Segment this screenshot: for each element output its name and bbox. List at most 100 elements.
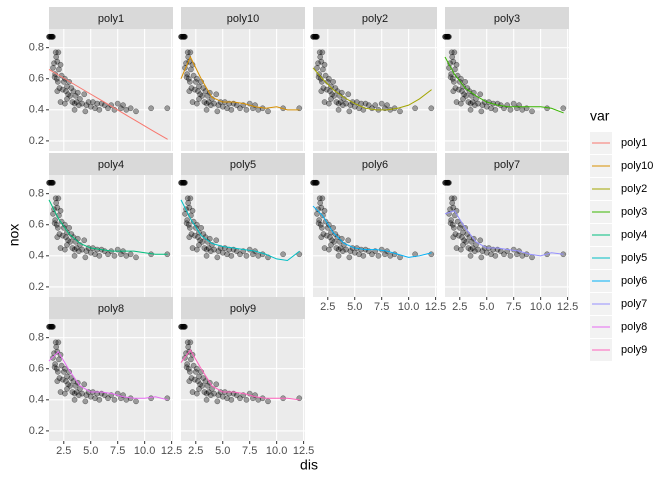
point xyxy=(346,108,353,115)
point xyxy=(378,100,385,107)
point xyxy=(317,200,324,206)
point xyxy=(450,78,457,85)
strip xyxy=(49,297,173,319)
point xyxy=(347,102,354,109)
point xyxy=(194,100,200,107)
point xyxy=(195,234,201,241)
point xyxy=(203,106,210,113)
point xyxy=(188,85,195,91)
legend-label: poly6 xyxy=(621,275,647,287)
point xyxy=(57,99,64,105)
point xyxy=(66,224,73,231)
legend-label: poly1 xyxy=(621,137,647,149)
point xyxy=(529,254,535,261)
y-tick-label: 0.4 xyxy=(29,104,44,116)
x-tick-label: 2.5 xyxy=(320,301,335,313)
point xyxy=(59,232,66,239)
point xyxy=(64,83,70,90)
strip xyxy=(445,153,569,175)
point xyxy=(340,248,346,255)
point xyxy=(208,248,214,255)
strip-label: poly7 xyxy=(494,159,520,171)
point xyxy=(243,252,250,259)
point xyxy=(246,246,253,253)
point xyxy=(53,54,60,60)
point xyxy=(87,249,94,256)
y-tick-label: 0.2 xyxy=(29,281,44,293)
point xyxy=(327,234,333,241)
point xyxy=(82,254,89,261)
x-tick-label: 10.0 xyxy=(266,445,287,457)
point xyxy=(63,378,69,385)
point xyxy=(326,246,332,253)
x-tick-label: 5.0 xyxy=(83,445,98,457)
point xyxy=(64,229,70,236)
point xyxy=(79,390,85,397)
point xyxy=(314,65,320,71)
point xyxy=(50,355,56,361)
point xyxy=(55,195,62,202)
point xyxy=(317,221,324,228)
strip-label: poly1 xyxy=(98,13,124,25)
point xyxy=(185,200,192,206)
point xyxy=(54,368,61,375)
point xyxy=(460,229,466,236)
point xyxy=(66,368,73,375)
point xyxy=(328,242,334,248)
point xyxy=(467,252,474,259)
point xyxy=(189,389,196,395)
legend-title: var xyxy=(590,108,610,124)
strip-label: poly6 xyxy=(362,159,388,171)
point xyxy=(64,96,70,102)
point xyxy=(458,100,464,107)
fit-line xyxy=(48,199,168,255)
point xyxy=(85,99,92,105)
point xyxy=(321,207,328,214)
point xyxy=(219,103,226,110)
point xyxy=(472,102,478,109)
point xyxy=(55,339,62,346)
point xyxy=(92,251,98,258)
strip xyxy=(313,7,437,29)
point xyxy=(326,100,332,107)
point xyxy=(182,33,188,40)
point xyxy=(111,396,118,403)
point xyxy=(452,85,459,91)
strip xyxy=(49,7,173,29)
point xyxy=(483,103,490,110)
point xyxy=(96,396,103,403)
point xyxy=(186,234,193,241)
point xyxy=(50,33,56,40)
point xyxy=(507,106,514,113)
point xyxy=(315,60,321,67)
fit-line xyxy=(312,205,432,258)
point xyxy=(488,251,494,258)
point xyxy=(68,375,75,381)
point xyxy=(200,375,207,381)
point xyxy=(459,234,465,241)
point xyxy=(219,249,226,256)
point xyxy=(462,78,469,85)
point xyxy=(186,224,193,231)
point xyxy=(76,102,82,109)
point xyxy=(189,99,196,105)
point xyxy=(54,78,61,85)
strip xyxy=(313,153,437,175)
point xyxy=(449,200,456,206)
point xyxy=(186,78,193,85)
point xyxy=(57,207,64,214)
point xyxy=(57,389,64,395)
point xyxy=(81,381,88,388)
point xyxy=(321,245,328,251)
point xyxy=(79,246,85,253)
point xyxy=(57,245,64,251)
point xyxy=(314,33,320,40)
point xyxy=(449,75,456,82)
point xyxy=(478,108,485,115)
point xyxy=(53,200,60,206)
point xyxy=(387,252,394,259)
x-tick-label: 12.5 xyxy=(425,301,446,313)
point xyxy=(186,368,193,375)
point xyxy=(64,373,70,380)
